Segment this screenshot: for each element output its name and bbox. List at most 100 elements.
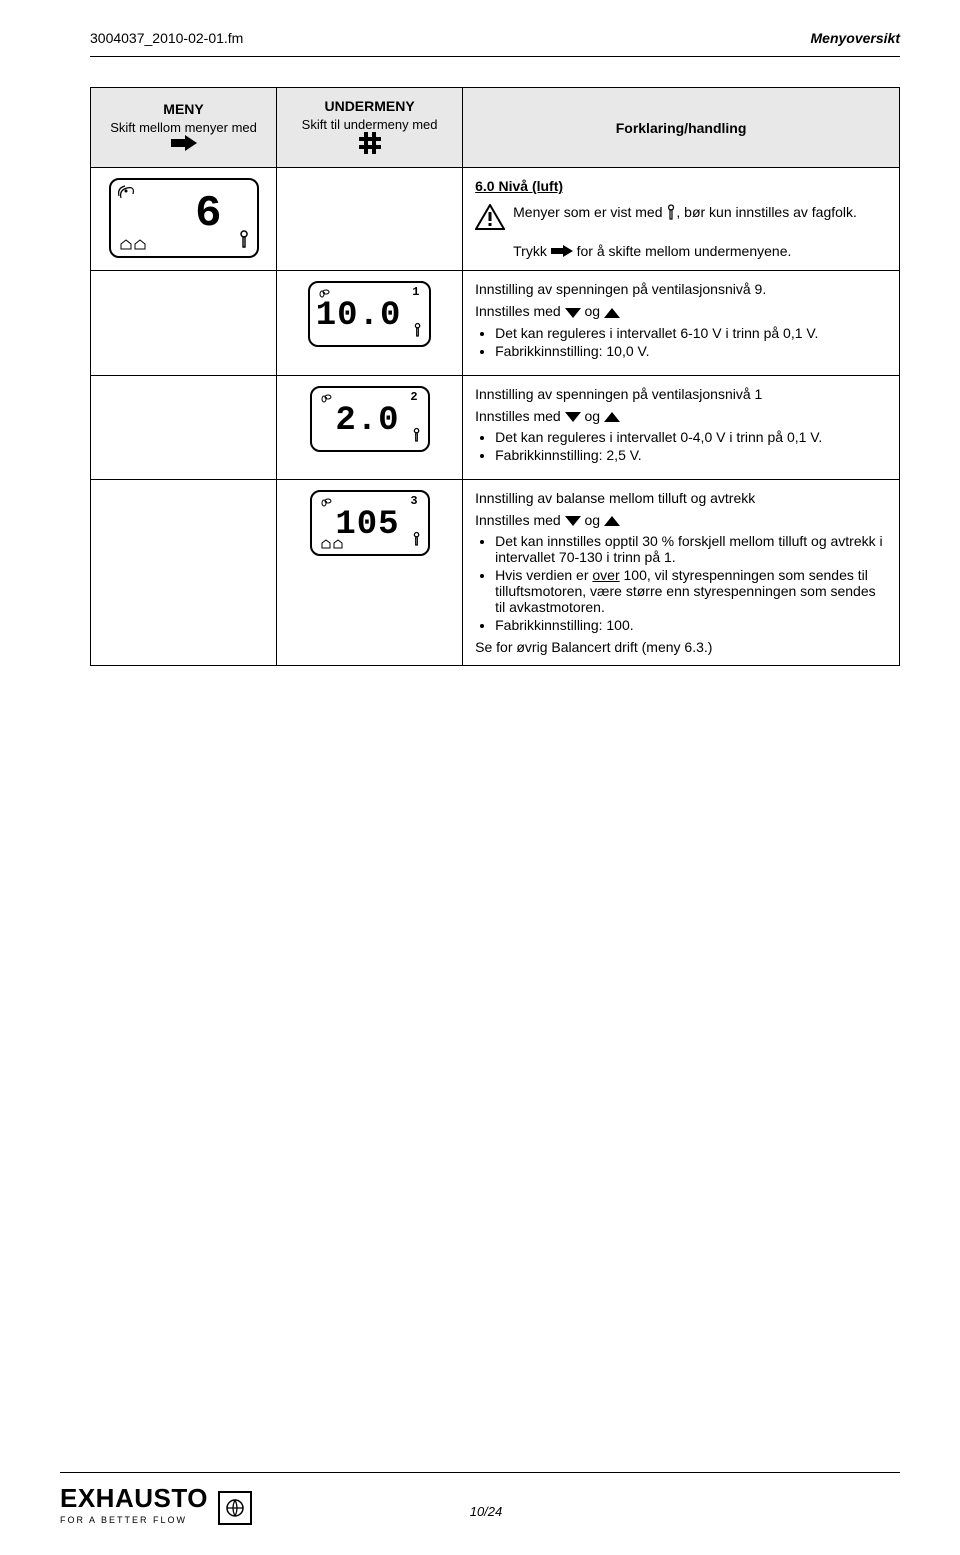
- innst-mid: og: [585, 512, 601, 528]
- lcd-value: 6: [117, 192, 251, 236]
- wrench-icon: [237, 229, 251, 252]
- list-item: Det kan reguleres i intervallet 0-4,0 V …: [495, 429, 887, 445]
- list-item: Fabrikkinnstilling: 2,5 V.: [495, 447, 887, 463]
- col-header-explain: Forklaring/handling: [463, 88, 900, 168]
- cell-menu-empty: [91, 271, 277, 375]
- innst-pre: Innstilles med: [475, 408, 561, 424]
- warning-text: Menyer som er vist med , bør kun innstil…: [513, 204, 857, 223]
- brand-block: EXHAUSTO FOR A BETTER FLOW: [60, 1483, 252, 1525]
- col-header-menu-sub: Skift mellom menyer med: [103, 120, 264, 135]
- trykk-line: Trykk for å skifte mellom undermenyene.: [513, 243, 887, 260]
- trykk-pre: Trykk: [513, 243, 547, 259]
- list-item: Det kan reguleres i intervallet 6-10 V i…: [495, 325, 887, 341]
- arrow-down-icon: [565, 513, 581, 529]
- row-title: Innstilling av balanse mellom tilluft og…: [475, 490, 887, 506]
- header-left: 3004037_2010-02-01.fm: [90, 30, 243, 46]
- bullet-list: Det kan reguleres i intervallet 0-4,0 V …: [475, 429, 887, 463]
- innst-mid: og: [585, 408, 601, 424]
- page-footer: EXHAUSTO FOR A BETTER FLOW 10/24: [60, 1472, 900, 1525]
- col-header-submenu-title: UNDERMENY: [324, 98, 414, 114]
- b2-pre: Hvis verdien er: [495, 567, 592, 583]
- menu-table: MENY Skift mellom menyer med UNDERMENY S…: [90, 87, 900, 666]
- col-header-explain-label: Forklaring/handling: [616, 120, 747, 136]
- innst-mid: og: [585, 303, 601, 319]
- cell-explanation: 6.0 Nivå (luft) Menyer som er vist med ,…: [463, 168, 900, 271]
- cell-submenu: 2 2.0: [277, 375, 463, 479]
- warn-post: , bør kun innstilles av fagfolk.: [676, 204, 857, 220]
- lcd-display-main: 6: [109, 178, 259, 258]
- innst-pre: Innstilles med: [475, 303, 561, 319]
- section-title: 6.0 Nivå (luft): [475, 178, 563, 194]
- table-row: 3 105 Innstilli: [91, 479, 900, 665]
- lcd-display: 1 10.0: [308, 281, 432, 347]
- lcd-value: 2.0: [318, 404, 422, 438]
- fan-icon: [316, 287, 332, 303]
- cell-submenu: 1 10.0: [277, 271, 463, 375]
- cell-menu-empty: [91, 375, 277, 479]
- arrow-up-icon: [604, 305, 620, 321]
- footer-rule: [60, 1472, 900, 1473]
- innstilles-line: Innstilles med og: [475, 512, 887, 529]
- table-row: 6 6.0 Nivå (luft): [91, 168, 900, 271]
- innstilles-line: Innstilles med og: [475, 303, 887, 320]
- wrench-inline-icon: [666, 204, 676, 223]
- row-title: Innstilling av spenningen på ventilasjon…: [475, 386, 887, 402]
- lcd-super: 1: [412, 285, 419, 299]
- warn-pre: Menyer som er vist med: [513, 204, 662, 220]
- col-header-menu-title: MENY: [163, 101, 203, 117]
- b2-underline: over: [592, 567, 619, 583]
- lcd-super: 3: [410, 494, 417, 508]
- arrow-up-icon: [604, 513, 620, 529]
- arrow-right-inline-icon: [551, 244, 573, 260]
- list-item: Hvis verdien er over 100, vil styrespenn…: [495, 567, 887, 615]
- header-right: Menyoversikt: [811, 30, 900, 46]
- wrench-icon: [411, 427, 422, 446]
- innst-pre: Innstilles med: [475, 512, 561, 528]
- house-icons: [119, 239, 149, 254]
- bullet-list: Det kan reguleres i intervallet 6-10 V i…: [475, 325, 887, 359]
- fan-icon: [318, 392, 334, 408]
- cell-submenu-empty: [277, 168, 463, 271]
- col-header-submenu: UNDERMENY Skift til undermeny med: [277, 88, 463, 168]
- lcd-super: 2: [410, 390, 417, 404]
- lcd-display: 2 2.0: [310, 386, 430, 452]
- list-item: Fabrikkinnstilling: 10,0 V.: [495, 343, 887, 359]
- cell-explanation: Innstilling av balanse mellom tilluft og…: [463, 479, 900, 665]
- row-title: Innstilling av spenningen på ventilasjon…: [475, 281, 887, 297]
- footnote: Se for øvrig Balancert drift (meny 6.3.): [475, 639, 887, 655]
- brand-logo-icon: [218, 1491, 252, 1525]
- page-header: 3004037_2010-02-01.fm Menyoversikt: [90, 30, 900, 46]
- trykk-post: for å skifte mellom undermenyene.: [577, 243, 792, 259]
- table-row: 2 2.0 Innstilling av spenningen på venti…: [91, 375, 900, 479]
- col-header-menu: MENY Skift mellom menyer med: [91, 88, 277, 168]
- list-item: Det kan innstilles opptil 30 % forskjell…: [495, 533, 887, 565]
- cell-explanation: Innstilling av spenningen på ventilasjon…: [463, 271, 900, 375]
- table-row: 1 10.0 Innstilling av spenningen på vent…: [91, 271, 900, 375]
- arrow-up-icon: [604, 409, 620, 425]
- list-item: Fabrikkinnstilling: 100.: [495, 617, 887, 633]
- cell-submenu: 3 105: [277, 479, 463, 665]
- hash-icon: [359, 141, 381, 157]
- table-header-row: MENY Skift mellom menyer med UNDERMENY S…: [91, 88, 900, 168]
- arrow-down-icon: [565, 305, 581, 321]
- page-number: 10/24: [252, 1504, 720, 1519]
- lcd-value: 105: [318, 508, 422, 542]
- col-header-submenu-sub: Skift til undermeny med: [289, 117, 450, 132]
- lcd-value: 10.0: [316, 299, 424, 333]
- header-rule: [90, 56, 900, 57]
- arrow-down-icon: [565, 409, 581, 425]
- fan-icon: [117, 184, 137, 203]
- fan-icon: [318, 496, 334, 512]
- house-icons: [320, 539, 346, 552]
- wrench-icon: [412, 322, 423, 341]
- warning-triangle-icon: [475, 204, 505, 233]
- lcd-display: 3 105: [310, 490, 430, 556]
- arrow-right-icon: [171, 138, 197, 154]
- brand-name: EXHAUSTO: [60, 1483, 208, 1514]
- innstilles-line: Innstilles med og: [475, 408, 887, 425]
- cell-menu-empty: [91, 479, 277, 665]
- bullet-list: Det kan innstilles opptil 30 % forskjell…: [475, 533, 887, 633]
- cell-menu: 6: [91, 168, 277, 271]
- wrench-icon: [411, 531, 422, 550]
- brand-tagline: FOR A BETTER FLOW: [60, 1515, 208, 1525]
